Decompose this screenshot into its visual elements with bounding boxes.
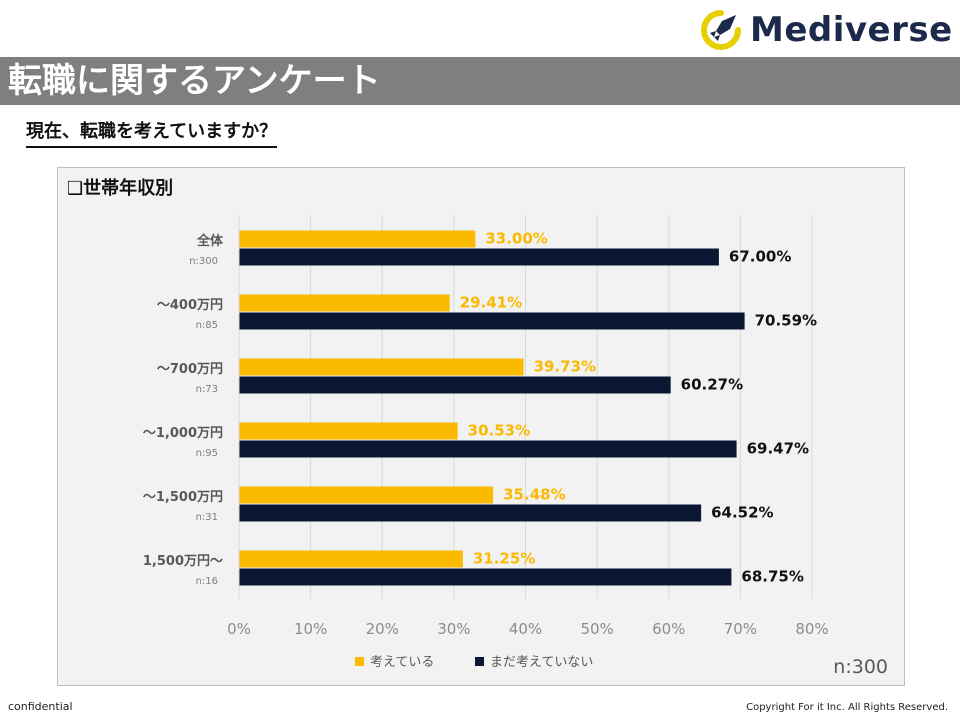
bar-not-considering (239, 568, 732, 586)
bar-considering (239, 230, 476, 248)
mediverse-logo: Mediverse (700, 8, 953, 52)
legend-label: まだ考えていない (490, 655, 593, 670)
x-tick-label: 60% (652, 620, 685, 638)
x-tick-label: 40% (509, 620, 542, 638)
survey-question: 現在、転職を考えていますか？ (26, 120, 278, 148)
bar-considering (239, 422, 458, 440)
logo-text: Mediverse (750, 10, 953, 50)
sample-size-label: n:300 (189, 256, 218, 267)
x-tick-label: 10% (294, 620, 327, 638)
data-label: 31.25% (473, 550, 535, 568)
data-label: 35.48% (503, 486, 565, 504)
footer-confidential: confidential (8, 700, 73, 713)
bar-not-considering (239, 440, 737, 458)
page-title: 転職に関するアンケート (8, 61, 381, 101)
data-label: 67.00% (729, 248, 791, 266)
bar-not-considering (239, 248, 719, 266)
category-label: ～700万円 (157, 362, 223, 377)
sample-size-label: n:73 (196, 384, 218, 395)
rocket-logo-icon (701, 10, 741, 50)
sample-size-label: n:16 (196, 576, 218, 587)
data-label: 30.53% (468, 422, 530, 440)
data-label: 39.73% (534, 358, 596, 376)
title-band: 転職に関するアンケート (0, 57, 960, 105)
data-label: 29.41% (460, 294, 522, 312)
x-tick-label: 0% (227, 620, 251, 638)
legend-swatch (355, 657, 364, 666)
x-tick-label: 80% (795, 620, 828, 638)
total-sample-size: n:300 (833, 656, 888, 678)
data-label: 33.00% (485, 230, 547, 248)
legend-swatch (475, 657, 484, 666)
category-label: ～1,000万円 (143, 426, 223, 441)
chart-panel: ❑世帯年収別 0% 10% 20% 30% 40% 50% 60% 70% 80% 全体 n:300 3… (57, 167, 905, 686)
category-label: 全体 (196, 233, 224, 249)
category-label: 1,500万円～ (143, 554, 223, 569)
bar-considering (239, 486, 494, 504)
bar-considering (239, 358, 524, 376)
data-label: 68.75% (741, 568, 803, 586)
bar-not-considering (239, 376, 671, 394)
bar-chart: ❑世帯年収別 0% 10% 20% 30% 40% 50% 60% 70% 80% 全体 n:300 3… (67, 177, 888, 678)
chart-title: ❑世帯年収別 (67, 177, 173, 199)
bar-considering (239, 294, 450, 312)
bar-not-considering (239, 504, 702, 522)
x-tick-label: 30% (437, 620, 470, 638)
category-label: ～1,500万円 (143, 490, 223, 505)
data-label: 70.59% (755, 312, 817, 330)
data-label: 69.47% (747, 440, 809, 458)
bar-considering (239, 550, 463, 568)
sample-size-label: n:85 (196, 320, 218, 331)
sample-size-label: n:31 (196, 512, 218, 523)
x-tick-label: 20% (366, 620, 399, 638)
x-tick-label: 50% (580, 620, 613, 638)
legend-label: 考えている (370, 655, 434, 670)
x-tick-label: 70% (724, 620, 757, 638)
data-label: 60.27% (681, 376, 743, 394)
data-label: 64.52% (711, 504, 773, 522)
footer-copyright: Copyright For it Inc. All Rights Reserve… (746, 702, 948, 713)
category-label: ～400万円 (157, 298, 223, 313)
bar-not-considering (239, 312, 745, 330)
sample-size-label: n:95 (196, 448, 218, 459)
